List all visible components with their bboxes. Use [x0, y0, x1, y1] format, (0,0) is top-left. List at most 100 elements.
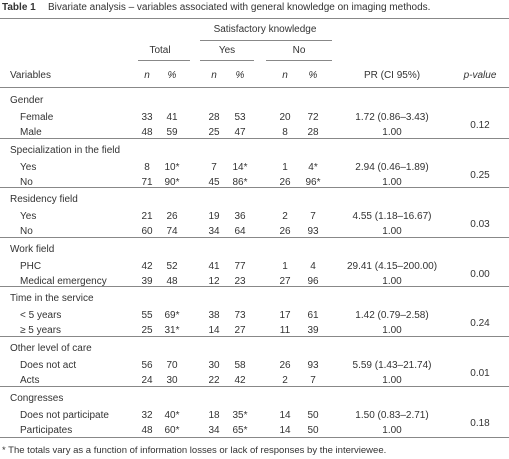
cell: 52 — [166, 260, 178, 272]
row-label: Does not participate — [20, 409, 109, 421]
cell: 28 — [307, 127, 319, 138]
cell: 1.00 — [382, 127, 402, 138]
cell: 71 — [141, 176, 153, 188]
cell: 21 — [141, 211, 153, 223]
cell: 2 — [282, 211, 288, 223]
group-label: Residency field — [10, 194, 78, 206]
cell: 20 — [279, 112, 291, 123]
row-label: ≥ 5 years — [20, 325, 62, 337]
group-rule — [0, 385, 509, 387]
cell: 58 — [234, 360, 246, 371]
cell: 1.00 — [382, 325, 402, 337]
cell: 64 — [234, 226, 246, 238]
header-total: Total — [149, 45, 171, 56]
cell: 26 — [279, 226, 291, 238]
cell: 22 — [208, 375, 220, 386]
cell: 27 — [234, 325, 246, 337]
cell: 30 — [208, 360, 220, 371]
cell: 33 — [141, 112, 153, 123]
cell: 42 — [234, 375, 246, 386]
cell: 14* — [232, 161, 248, 173]
cell: 74 — [166, 226, 178, 238]
cell: 1.72 (0.86–3.43) — [355, 112, 429, 123]
row-label: Yes — [20, 211, 37, 223]
cell: 1.50 (0.83–2.71) — [355, 409, 429, 421]
cell: 77 — [234, 260, 246, 272]
row-label: Participates — [20, 424, 73, 436]
cell: 31* — [164, 325, 180, 337]
cell: 26 — [279, 360, 291, 371]
header-column: n — [144, 70, 150, 81]
cell: 7 — [211, 161, 217, 173]
cell: 1.42 (0.79–2.58) — [355, 310, 429, 322]
cell: 28 — [208, 112, 220, 123]
rule — [138, 60, 190, 61]
cell: 48 — [141, 424, 153, 436]
header-column: % — [167, 70, 177, 81]
cell: 60 — [141, 226, 153, 238]
cell: 2.94 (0.46–1.89) — [355, 161, 429, 173]
cell: 47 — [234, 127, 246, 138]
cell: 7 — [310, 211, 316, 223]
group-rule — [0, 236, 509, 238]
cell: 41 — [208, 260, 220, 272]
cell: 39 — [307, 325, 319, 337]
cell: 32 — [141, 409, 153, 421]
cell: 1.00 — [382, 375, 402, 386]
cell: 27 — [279, 275, 291, 287]
cell: 61 — [307, 310, 319, 322]
row-label: Acts — [20, 375, 40, 386]
group-label: Other level of care — [10, 343, 92, 354]
p-value: 0.24 — [470, 318, 490, 330]
row-label: No — [20, 176, 33, 188]
cell: 70 — [166, 360, 178, 371]
cell: 1.00 — [382, 176, 402, 188]
cell: 8 — [144, 161, 150, 173]
cell: 25 — [208, 127, 220, 138]
cell: 1.00 — [382, 275, 402, 287]
row-label: Does not act — [20, 360, 77, 371]
cell: 35* — [232, 409, 248, 421]
cell: 55 — [141, 310, 153, 322]
cell: 10* — [164, 161, 180, 173]
cell: 50 — [307, 424, 319, 436]
cell: 1.00 — [382, 424, 402, 436]
footnote: * The totals vary as a function of infor… — [2, 445, 387, 456]
group-label: Time in the service — [10, 293, 94, 305]
group-label: Congresses — [10, 392, 64, 404]
cell: 1 — [282, 260, 288, 272]
cell: 34 — [208, 424, 220, 436]
header-variables: Variables — [10, 70, 51, 81]
rule — [266, 60, 332, 61]
header-column: n — [211, 70, 217, 81]
header-column: PR (CI 95%) — [363, 70, 421, 81]
cell: 12 — [208, 275, 220, 287]
rule — [200, 40, 332, 41]
cell: 86* — [232, 176, 248, 188]
cell: 73 — [234, 310, 246, 322]
header-group: Satisfactory knowledge — [213, 24, 317, 35]
cell: 45 — [208, 176, 220, 188]
cell: 34 — [208, 226, 220, 238]
group-label: Work field — [10, 243, 55, 255]
cell: 25 — [141, 325, 153, 337]
header-column: n — [282, 70, 288, 81]
cell: 26 — [166, 211, 178, 223]
header-column: p-value — [463, 70, 497, 81]
cell: 7 — [310, 375, 316, 386]
cell: 72 — [307, 112, 319, 123]
cell: 1.00 — [382, 226, 402, 238]
group-rule — [0, 187, 509, 189]
row-label: Male — [20, 127, 42, 138]
group-rule — [0, 336, 509, 337]
group-label: Gender — [10, 95, 44, 106]
group-label: Specialization in the field — [10, 144, 121, 156]
cell: 38 — [208, 310, 220, 322]
p-value: 0.00 — [470, 268, 490, 280]
p-value: 0.18 — [470, 417, 490, 429]
cell: 2 — [282, 375, 288, 386]
cell: 14 — [279, 409, 291, 421]
p-value: 0.03 — [470, 219, 490, 231]
cell: 93 — [307, 360, 319, 371]
